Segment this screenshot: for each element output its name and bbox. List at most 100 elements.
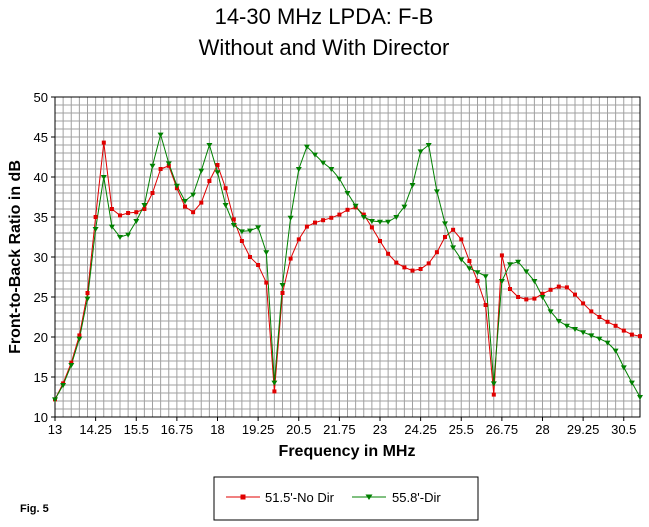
y-tick-label: 10 [34, 410, 48, 425]
data-point-dir [206, 143, 213, 148]
data-point-no-dir [426, 261, 431, 266]
data-point-no-dir [337, 212, 342, 217]
data-point-no-dir [524, 297, 529, 302]
data-point-dir [255, 225, 262, 231]
data-point-dir [433, 189, 440, 195]
data-point-dir [450, 245, 457, 251]
y-tick-label: 30 [34, 250, 48, 265]
data-point-no-dir [483, 303, 488, 307]
data-point-no-dir [304, 224, 309, 229]
data-point-dir [92, 227, 99, 232]
data-point-dir [442, 221, 448, 227]
data-point-no-dir [101, 140, 106, 145]
y-axis-ticks: 10 15 20 25 30 35 40 45 50 [34, 90, 55, 425]
data-point-dir [60, 383, 67, 388]
data-point-no-dir [69, 360, 74, 365]
data-point-dir [198, 168, 205, 174]
data-point-no-dir [629, 332, 634, 337]
x-axis-label: Frequency in MHz [279, 443, 416, 460]
data-point-no-dir [597, 315, 602, 319]
x-tick-label: 20.5 [286, 422, 311, 437]
data-point-no-dir [296, 237, 301, 242]
data-point-no-dir [410, 268, 415, 273]
data-point-no-dir [386, 251, 391, 256]
x-tick-label: 24.25 [404, 422, 437, 437]
data-point-dir [336, 176, 343, 182]
data-point-dir [425, 143, 432, 148]
data-point-dir [76, 336, 83, 342]
data-point-no-dir [491, 392, 496, 397]
data-point-dir [604, 340, 611, 346]
y-tick-label: 20 [34, 330, 48, 345]
legend: 51.5'-No Dir 55.8'-Dir [213, 476, 479, 521]
data-point-dir [547, 309, 554, 315]
data-point-no-dir [321, 218, 326, 223]
data-point-dir [498, 279, 505, 284]
x-tick-label: 25.5 [449, 422, 474, 437]
data-point-dir [523, 269, 530, 275]
y-tick-label: 25 [34, 290, 48, 305]
data-point-no-dir [459, 237, 464, 242]
data-point-dir [458, 257, 465, 263]
data-point-no-dir [280, 291, 285, 295]
data-point-dir [466, 266, 473, 272]
data-point-dir [52, 397, 58, 403]
data-point-no-dir [272, 389, 277, 394]
data-point-no-dir [248, 255, 252, 259]
data-point-no-dir [605, 319, 610, 324]
x-tick-label: 13 [48, 422, 62, 437]
data-point-dir [271, 380, 278, 386]
data-point-dir [157, 132, 164, 138]
data-point-no-dir [564, 285, 569, 290]
data-point-dir [417, 149, 424, 155]
data-point-no-dir [313, 220, 317, 225]
series-markers [52, 132, 643, 403]
data-point-dir [360, 215, 367, 220]
data-point-no-dir [231, 217, 236, 222]
data-point-no-dir [239, 239, 244, 243]
data-point-no-dir [369, 225, 374, 230]
chart-title-line-1: 14-30 MHz LPDA: F-B [215, 4, 434, 29]
data-point-dir [620, 365, 627, 371]
data-point-dir [580, 330, 587, 336]
x-tick-label: 16.75 [161, 422, 194, 437]
data-point-no-dir [621, 328, 626, 333]
data-point-dir [149, 163, 156, 169]
data-point-no-dir [183, 204, 187, 209]
data-point-dir [295, 167, 302, 172]
data-point-dir [182, 199, 188, 204]
data-point-no-dir [532, 296, 537, 301]
data-point-no-dir [329, 215, 334, 220]
y-tick-label: 35 [34, 210, 48, 225]
legend-label-no-dir: 51.5'-No Dir [265, 490, 335, 505]
data-point-dir [117, 235, 123, 240]
data-point-no-dir [418, 267, 423, 271]
data-point-dir [596, 336, 603, 342]
data-point-dir [515, 259, 522, 265]
data-point-dir [482, 274, 489, 280]
x-tick-label: 28 [535, 422, 549, 437]
y-axis-label: Front-to-Back Ratio in dB [7, 160, 24, 354]
x-tick-label: 26.75 [486, 422, 519, 437]
data-point-dir [507, 262, 513, 268]
data-point-no-dir [191, 210, 196, 215]
data-point-dir [628, 380, 635, 386]
legend-label-dir: 55.8'-Dir [392, 490, 441, 505]
data-point-no-dir [118, 213, 122, 218]
data-point-dir [368, 219, 375, 224]
x-tick-label: 15.5 [124, 422, 149, 437]
data-point-dir [572, 327, 578, 332]
data-point-dir [214, 170, 221, 176]
x-tick-label: 29.25 [567, 422, 600, 437]
x-axis-ticks: 13 14.25 15.5 16.75 18 19.25 20.5 21.75 23 24.25 2… [48, 417, 636, 437]
data-point-dir [637, 395, 643, 400]
data-point-no-dir [199, 200, 204, 205]
x-tick-label: 21.75 [323, 422, 356, 437]
data-point-dir [563, 323, 570, 329]
data-point-no-dir [256, 263, 261, 267]
x-tick-label: 18 [210, 422, 224, 437]
data-point-dir [409, 183, 416, 188]
data-point-dir [555, 319, 562, 324]
data-point-dir [247, 228, 253, 234]
